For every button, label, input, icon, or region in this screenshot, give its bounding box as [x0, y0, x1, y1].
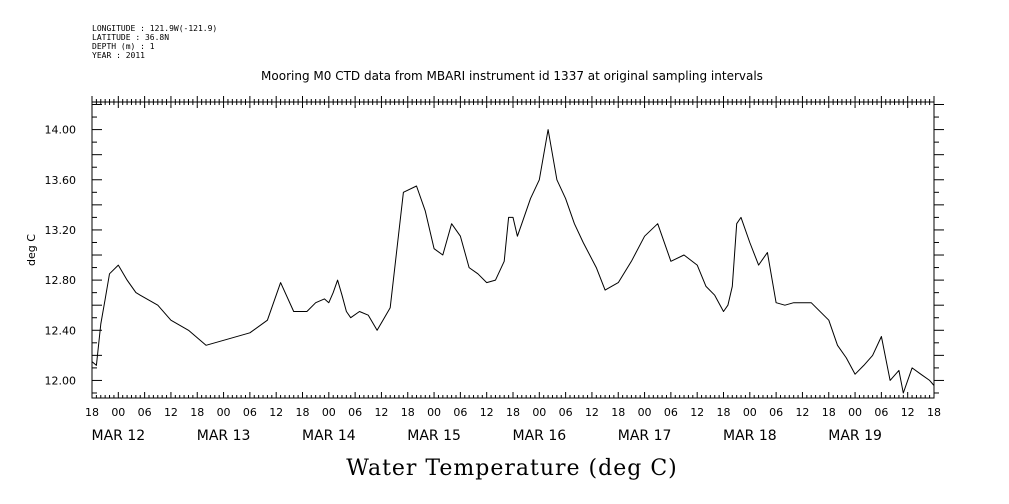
x-tick-label: 18 [717, 406, 731, 419]
x-tick-label: 00 [111, 406, 125, 419]
x-tick-label: 06 [243, 406, 257, 419]
y-axis-ticks [92, 104, 944, 394]
x-tick-label: 06 [664, 406, 678, 419]
x-date-label: MAR 15 [407, 428, 461, 444]
x-tick-label: 06 [453, 406, 467, 419]
x-tick-label: 12 [480, 406, 494, 419]
x-date-label: MAR 12 [91, 428, 145, 444]
x-date-label: MAR 18 [723, 428, 777, 444]
x-tick-label: 00 [217, 406, 231, 419]
x-date-label: MAR 13 [197, 428, 251, 444]
meta-year: YEAR : 2011 [92, 51, 145, 60]
y-tick-label: 12.00 [45, 374, 77, 387]
y-tick-label: 13.60 [45, 174, 77, 187]
series-line [91, 129, 935, 394]
x-date-label: MAR 19 [828, 428, 882, 444]
x-tick-label: 06 [769, 406, 783, 419]
x-date-label: MAR 16 [512, 428, 566, 444]
x-tick-label: 00 [743, 406, 757, 419]
x-tick-label: 00 [848, 406, 862, 419]
x-tick-label: 00 [322, 406, 336, 419]
x-tick-label: 18 [296, 406, 310, 419]
x-axis-labels: 18 00 06 12 18 00 06 12 18 00 06 12 18 00 06 12 18 00 06 12… [85, 406, 941, 444]
x-tick-label: 12 [164, 406, 178, 419]
series-group [91, 129, 935, 394]
y-tick-label: 12.40 [45, 324, 77, 337]
plot-frame [91, 101, 935, 399]
meta-latitude: LATITUDE : 36.8N [92, 33, 169, 42]
x-tick-label: 12 [374, 406, 388, 419]
x-tick-label: 00 [638, 406, 652, 419]
x-tick-label: 18 [506, 406, 520, 419]
x-tick-label: 18 [85, 406, 99, 419]
x-date-label: MAR 14 [302, 428, 356, 444]
x-tick-label: 12 [585, 406, 599, 419]
x-tick-label: 06 [559, 406, 573, 419]
x-tick-label: 12 [269, 406, 283, 419]
x-axis-title: Water Temperature (deg C) [346, 456, 678, 481]
x-tick-label: 12 [795, 406, 809, 419]
chart-title: Mooring M0 CTD data from MBARI instrumen… [261, 69, 763, 83]
x-tick-label: 18 [401, 406, 415, 419]
x-date-label: MAR 17 [618, 428, 672, 444]
x-tick-label: 00 [532, 406, 546, 419]
x-tick-label: 18 [927, 406, 941, 419]
y-axis-labels: 12.00 12.40 12.80 13.20 13.60 14.00 [45, 124, 77, 388]
x-tick-label: 18 [611, 406, 625, 419]
x-tick-label: 06 [348, 406, 362, 419]
meta-depth: DEPTH (m) : 1 [92, 42, 155, 51]
x-axis-ticks [91, 96, 935, 398]
meta-longitude: LONGITUDE : 121.9W(-121.9) [92, 24, 217, 33]
y-axis-title: deg C [25, 234, 38, 266]
x-tick-label: 06 [874, 406, 888, 419]
x-tick-label: 00 [427, 406, 441, 419]
x-tick-label: 18 [190, 406, 204, 419]
x-tick-label: 18 [822, 406, 836, 419]
x-tick-label: 12 [690, 406, 704, 419]
x-tick-label: 12 [901, 406, 915, 419]
x-tick-label: 06 [138, 406, 152, 419]
y-tick-label: 13.20 [45, 224, 77, 237]
y-tick-label: 14.00 [45, 124, 77, 137]
y-tick-label: 12.80 [45, 274, 77, 287]
